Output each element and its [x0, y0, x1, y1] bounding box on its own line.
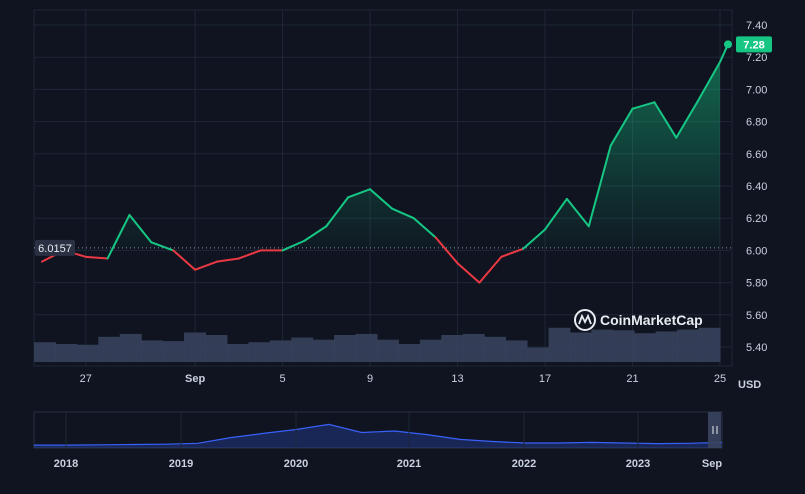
price-line-segment — [195, 262, 217, 270]
navigator-x-tick-label: Sep — [702, 458, 722, 470]
navigator-range-handle[interactable] — [708, 412, 721, 448]
y-tick-label: 6.60 — [746, 149, 767, 161]
volume-bar — [77, 345, 99, 362]
navigator-x-tick-label: 2022 — [512, 458, 536, 470]
watermark-text: CoinMarketCap — [600, 312, 703, 328]
y-tick-label: 7.00 — [746, 84, 767, 96]
volume-bar — [484, 337, 506, 362]
volume-bar — [634, 333, 656, 362]
volume-bar — [527, 348, 549, 362]
y-axis-unit-label: USD — [738, 379, 761, 391]
price-line-segment — [173, 250, 195, 269]
y-tick-label: 5.80 — [746, 278, 767, 290]
x-tick-label: Sep — [185, 373, 205, 385]
x-tick-label: 27 — [80, 373, 92, 385]
volume-bar — [356, 334, 378, 362]
volume-bar — [420, 340, 442, 362]
volume-bar — [463, 334, 485, 362]
navigator-x-tick-label: 2020 — [284, 458, 308, 470]
volume-bar — [656, 331, 678, 362]
x-tick-label: 21 — [626, 373, 638, 385]
volume-bar — [227, 344, 249, 362]
price-line-segment — [458, 263, 480, 282]
volume-bar — [613, 330, 635, 362]
volume-bar — [398, 344, 420, 362]
volume-bar — [677, 330, 699, 362]
navigator-x-tick-label: 2019 — [169, 458, 193, 470]
y-tick-label: 5.60 — [746, 310, 767, 322]
volume-bar — [206, 335, 228, 362]
price-line-segment — [217, 258, 239, 261]
volume-bar — [34, 342, 56, 362]
y-tick-label: 6.00 — [746, 245, 767, 257]
volume-bar — [270, 340, 292, 362]
volume-bar — [55, 344, 77, 362]
coinmarketcap-logo: CoinMarketCap — [575, 310, 703, 330]
baseline-label: 6.0157 — [38, 243, 72, 255]
volume-bar — [141, 340, 163, 362]
navigator-x-tick-label: 2021 — [397, 458, 421, 470]
volume-bar — [506, 340, 528, 362]
volume-bar — [699, 328, 721, 362]
x-tick-label: 9 — [367, 373, 373, 385]
y-tick-label: 6.80 — [746, 117, 767, 129]
volume-bar — [591, 330, 613, 362]
navigator-x-tick-label: 2023 — [626, 458, 650, 470]
volume-bar — [291, 338, 313, 362]
x-tick-label: 17 — [539, 373, 551, 385]
volume-bar — [441, 335, 463, 362]
x-tick-label: 5 — [280, 373, 286, 385]
price-line-segment — [239, 250, 261, 258]
y-tick-label: 5.40 — [746, 342, 767, 354]
navigator-x-tick-label: 2018 — [54, 458, 78, 470]
x-tick-label: 13 — [451, 373, 463, 385]
volume-bar — [334, 335, 356, 362]
y-tick-label: 7.40 — [746, 20, 767, 32]
volume-bar — [248, 342, 270, 362]
x-tick-label: 25 — [714, 373, 726, 385]
volume-bar — [570, 332, 592, 362]
volume-bar — [377, 340, 399, 362]
price-area-fill — [42, 62, 720, 248]
volume-bar — [549, 328, 571, 362]
price-line-segment — [720, 44, 728, 62]
y-tick-label: 6.20 — [746, 213, 767, 225]
y-tick-label: 6.40 — [746, 181, 767, 193]
y-tick-label: 7.20 — [746, 52, 767, 64]
volume-bar — [163, 341, 185, 362]
volume-bar — [184, 332, 206, 362]
price-line-segment — [86, 257, 108, 259]
current-price-label: 7.28 — [743, 39, 764, 51]
price-line-segment — [479, 257, 501, 283]
volume-bar — [98, 337, 120, 362]
volume-bar — [120, 334, 142, 362]
volume-bar — [313, 340, 335, 362]
